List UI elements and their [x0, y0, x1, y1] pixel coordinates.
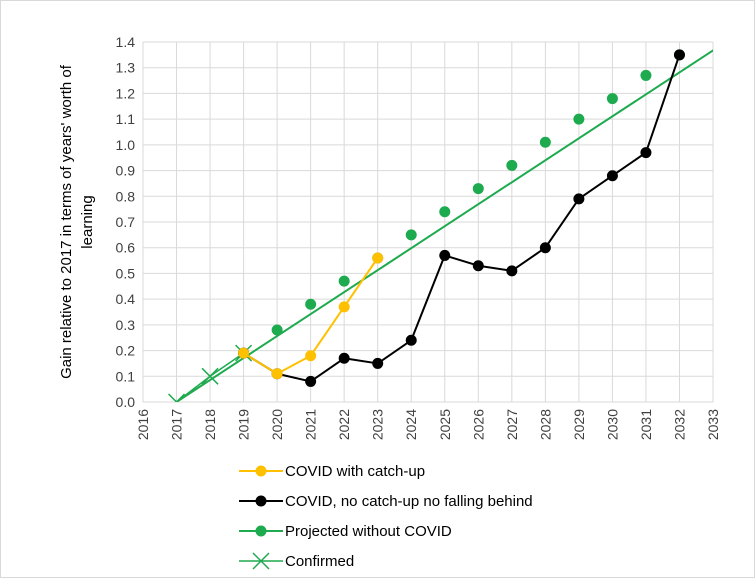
x-tick-label: 2019 [236, 409, 252, 440]
x-tick-label: 2022 [336, 409, 352, 440]
x-tick-label: 2016 [135, 409, 151, 440]
x-tick-label: 2027 [504, 409, 520, 440]
legend-swatch-marker [255, 525, 267, 537]
legend: COVID with catch-up COVID, no catch-up no… [239, 463, 533, 570]
data-point [201, 367, 219, 385]
data-point [271, 368, 283, 380]
data-point [539, 136, 551, 148]
y-axis-title-line: Gain relative to 2017 in terms of years'… [58, 64, 75, 379]
data-point [439, 249, 451, 261]
x-tick-label: 2018 [202, 409, 218, 440]
legend-label: Projected without COVID [285, 523, 452, 540]
x-tick-label: 2025 [437, 409, 453, 440]
data-point [405, 229, 417, 241]
data-point [271, 324, 283, 336]
data-point [372, 252, 384, 264]
x-tick-label: 2029 [571, 409, 587, 440]
data-point [573, 193, 585, 205]
data-point [606, 93, 618, 105]
data-point [640, 69, 652, 81]
x-tick-label: 2033 [705, 409, 721, 440]
y-tick-label: 1.2 [116, 85, 136, 101]
y-axis-title: Gain relative to 2017 in terms of years'… [58, 64, 96, 379]
data-point [673, 49, 685, 61]
legend-label: COVID, no catch-up no falling behind [285, 493, 533, 510]
x-tick-label: 2032 [671, 409, 687, 440]
y-axis-title-line: learning [79, 195, 96, 248]
y-tick-label: 0.9 [116, 163, 136, 179]
x-tick-label: 2023 [370, 409, 386, 440]
legend-item-confirmed: Confirmed [239, 552, 354, 570]
legend-swatch-marker [255, 495, 267, 507]
y-tick-label: 0.6 [116, 240, 136, 256]
legend-label: COVID with catch-up [285, 463, 425, 480]
x-tick-label: 2021 [303, 409, 319, 440]
x-tick-label: 2030 [604, 409, 620, 440]
data-point [439, 206, 451, 218]
x-tick-label: 2020 [269, 409, 285, 440]
y-axis: 0.0 0.1 0.2 0.3 0.4 0.5 0.6 0.7 0.8 0.9 1.0 1.1 1.2 1… [116, 34, 136, 410]
data-point [506, 265, 518, 277]
x-tick-label: 2028 [537, 409, 553, 440]
y-tick-label: 0.3 [116, 317, 136, 333]
y-tick-label: 0.7 [116, 214, 136, 230]
data-point [606, 170, 618, 182]
data-point [472, 183, 484, 195]
y-tick-label: 0.5 [116, 265, 136, 281]
data-point [640, 147, 652, 159]
data-point [338, 275, 350, 287]
data-point [305, 350, 317, 362]
legend-label: Confirmed [285, 553, 354, 570]
data-point [305, 375, 317, 387]
x-tick-label: 2031 [638, 409, 654, 440]
data-point [338, 352, 350, 364]
data-point [573, 113, 585, 125]
data-point [305, 298, 317, 310]
series-line [243, 54, 681, 383]
y-tick-label: 1.0 [116, 137, 136, 153]
series-layer [167, 49, 713, 402]
data-point [238, 347, 250, 359]
legend-item-covid-with-catch-up: COVID with catch-up [239, 463, 425, 480]
y-tick-label: 0.2 [116, 343, 136, 359]
y-tick-label: 1.1 [116, 111, 136, 127]
x-tick-label: 2017 [169, 409, 185, 440]
y-tick-label: 1.3 [116, 60, 136, 76]
x-tick-label: 2026 [470, 409, 486, 440]
y-tick-label: 0.8 [116, 188, 136, 204]
data-point [405, 334, 417, 346]
legend-swatch-marker [252, 552, 270, 570]
legend-item-projected-without-covid: Projected without COVID [239, 523, 452, 540]
y-tick-label: 0.0 [116, 394, 136, 410]
y-tick-label: 1.4 [116, 34, 136, 50]
grid [142, 41, 714, 403]
data-point [338, 301, 350, 313]
series-covid-with-catch-up [238, 252, 384, 380]
legend-swatch-marker [255, 465, 267, 477]
data-point [372, 357, 384, 369]
y-tick-label: 0.1 [116, 368, 136, 384]
data-point [506, 159, 518, 171]
data-point [472, 260, 484, 272]
data-point [167, 393, 186, 402]
legend-item-covid-no-catch-up-no-falling-behind: COVID, no catch-up no falling behind [239, 493, 533, 510]
y-tick-label: 0.4 [116, 291, 136, 307]
series-line [175, 49, 713, 402]
x-axis: 2016 2017 2018 2019 2020 2021 2022 2023 2024 2025… [135, 409, 721, 440]
x-tick-label: 2024 [403, 409, 419, 440]
data-point [539, 242, 551, 254]
